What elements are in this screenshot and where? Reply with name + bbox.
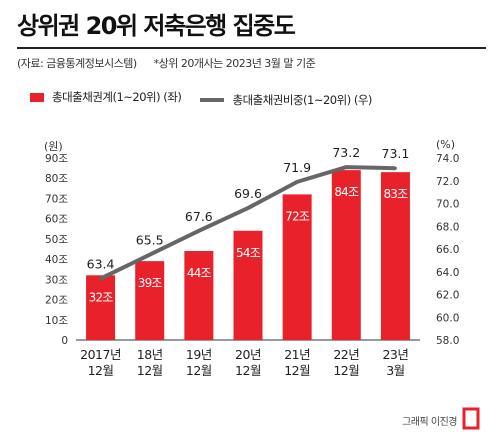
bar: [86, 275, 116, 340]
x-tick-label: 23년 3월: [382, 347, 408, 378]
x-tick-label: 19년 12월: [186, 347, 212, 378]
bar: [135, 261, 165, 340]
left-tick-label: 60조: [45, 214, 68, 226]
left-tick-label: 40조: [45, 254, 68, 266]
left-tick-label: 50조: [45, 234, 68, 246]
share-point: [295, 180, 299, 184]
line-value-label: 73.2: [332, 145, 360, 160]
right-tick-label: 70.0: [436, 199, 459, 211]
bar: [282, 194, 312, 340]
bar: [380, 172, 410, 340]
share-point: [148, 253, 152, 257]
right-tick-label: 68.0: [436, 221, 459, 233]
line-value-label: 73.1: [382, 146, 410, 161]
bar-value-label: 84조: [334, 185, 359, 199]
left-tick-label: 0: [61, 335, 68, 347]
left-tick-label: 10조: [45, 315, 68, 327]
source-note: (자료: 금융통계정보시스템): [17, 57, 137, 70]
line-value-label: 65.5: [136, 233, 164, 248]
bar-value-label: 72조: [285, 209, 310, 223]
legend-line-label: 총대출채권비중(1~20위) (우): [232, 92, 372, 107]
bar: [184, 251, 214, 340]
bar-value-label: 39조: [138, 276, 163, 290]
right-axis-unit: (%): [436, 138, 456, 151]
left-tick-label: 20조: [45, 295, 68, 307]
footnote: *상위 20개사는 2023년 3월 말 기준: [153, 57, 316, 70]
bar: [233, 230, 263, 340]
share-point: [344, 165, 348, 169]
x-tick-label: 21년 12월: [284, 347, 310, 378]
right-tick-label: 60.0: [436, 312, 459, 324]
left-tick-label: 80조: [45, 173, 68, 185]
right-tick-label: 74.0: [436, 153, 459, 165]
chart-notes: (자료: 금융통계정보시스템) *상위 20개사는 2023년 3월 말 기준: [17, 55, 329, 71]
right-tick-label: 72.0: [436, 176, 459, 188]
left-tick-label: 30조: [45, 274, 68, 286]
share-point: [246, 206, 250, 210]
right-tick-label: 62.0: [436, 290, 459, 302]
legend-line-swatch: [200, 97, 225, 102]
legend-bar-swatch: [30, 92, 44, 102]
bar-value-label: 83조: [383, 187, 408, 201]
right-tick-label: 64.0: [436, 267, 459, 279]
title-divider: [17, 47, 486, 49]
line-value-label: 69.6: [234, 186, 262, 201]
x-tick-label: 2017년 12월: [80, 347, 121, 378]
left-axis-unit: (원): [44, 140, 63, 153]
share-point: [99, 277, 103, 281]
line-value-label: 71.9: [283, 160, 311, 175]
chart-legend: 총대출채권계(1~20위) (좌) 총대출채권비중(1~20위) (우): [30, 89, 388, 108]
bar-value-label: 44조: [187, 266, 212, 280]
line-value-label: 63.4: [87, 257, 115, 272]
publisher-logo-icon: [462, 407, 480, 430]
bar-value-label: 32조: [89, 290, 114, 304]
right-tick-label: 58.0: [436, 335, 459, 347]
bar-value-label: 54조: [236, 246, 261, 260]
share-point: [393, 166, 397, 170]
left-tick-label: 70조: [45, 193, 68, 205]
page-title: 상위권 20위 저축은행 집중도: [17, 12, 296, 40]
graphic-credit: 그래픽 이진경: [402, 417, 457, 428]
bar: [331, 170, 361, 340]
right-tick-label: 66.0: [436, 244, 459, 256]
legend-item-bar: 총대출채권계(1~20위) (좌): [30, 89, 182, 105]
x-tick-label: 20년 12월: [235, 347, 261, 378]
share-point: [197, 229, 201, 233]
line-value-label: 67.6: [185, 209, 213, 224]
x-tick-label: 18년 12월: [137, 347, 163, 378]
left-tick-label: 90조: [45, 153, 68, 165]
legend-bar-label: 총대출채권계(1~20위) (좌): [52, 90, 182, 104]
x-tick-label: 22년 12월: [333, 347, 359, 378]
legend-item-line: 총대출채권비중(1~20위) (우): [200, 92, 372, 108]
